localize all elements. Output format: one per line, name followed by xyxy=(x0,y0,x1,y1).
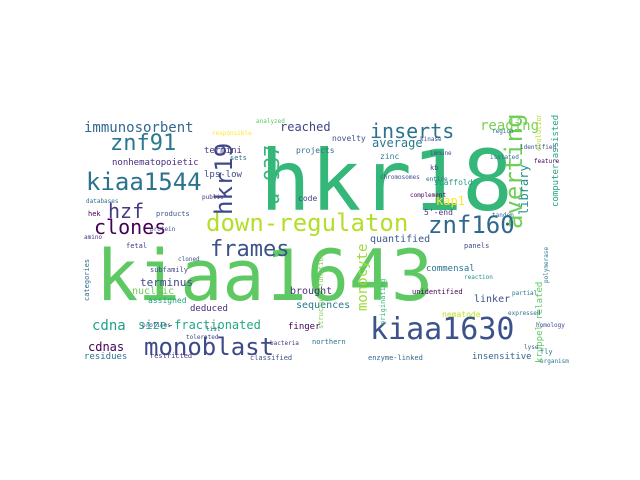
cloud-word: amino xyxy=(84,234,103,241)
cloud-word: hkr18 xyxy=(260,132,513,230)
cloud-word: kinase xyxy=(420,136,442,143)
cloud-word: termini xyxy=(204,146,242,156)
cloud-word: finger xyxy=(288,322,321,332)
cloud-word: identified xyxy=(520,144,557,151)
cloud-word: protein xyxy=(150,226,176,233)
cloud-word: fly xyxy=(540,348,553,356)
cloud-word: profiles xyxy=(142,322,171,329)
cloud-word: znf160 xyxy=(428,211,515,239)
cloud-word: entire xyxy=(426,176,448,183)
cloud-word: tolerated xyxy=(186,334,219,341)
cloud-word: sets xyxy=(230,154,247,162)
cloud-word: inserts xyxy=(370,119,455,143)
cloud-word: size-fractionated xyxy=(138,318,261,332)
cloud-word: deduced xyxy=(190,304,228,314)
cloud-word: immune xyxy=(430,150,452,157)
cloud-word: frames xyxy=(210,237,290,262)
cloud-word: clones xyxy=(94,215,167,239)
cloud-word: reaction xyxy=(464,274,493,281)
cloud-word: residues xyxy=(84,352,128,362)
cloud-word: novelty xyxy=(332,134,366,143)
cloud-word: reading xyxy=(480,118,540,134)
cloud-word: expressed xyxy=(508,310,541,317)
cloud-word: kiaa1544 xyxy=(86,168,202,196)
cloud-word: assigned xyxy=(148,296,187,305)
cloud-word: fetal xyxy=(126,242,148,250)
cloud-word: products xyxy=(156,210,190,218)
cloud-word: linker xyxy=(474,294,511,305)
cloud-word: u-937 xyxy=(260,144,284,205)
cloud-word: evolutionarily xyxy=(535,115,543,151)
cloud-word: kap1 xyxy=(436,194,465,208)
cloud-word: lps-low xyxy=(204,170,242,180)
cloud-word: isolated xyxy=(490,154,519,161)
cloud-word: polymerase xyxy=(543,246,550,283)
cloud-word: brought xyxy=(290,286,333,297)
cloud-word: hzf xyxy=(108,199,145,223)
cloud-word: chromosomes xyxy=(380,174,420,181)
cloud-word: monoblast xyxy=(144,333,275,361)
cloud-word: nucleic xyxy=(132,286,175,297)
cloud-word: homology xyxy=(536,322,565,329)
cloud-word: categories xyxy=(83,258,91,301)
word-cloud: kiaa1643 hkr18 kiaa1630 down-regulaton m… xyxy=(80,115,570,365)
cloud-word: bacteria xyxy=(270,340,299,347)
cloud-word: analyzed xyxy=(256,118,285,125)
cloud-word: panels xyxy=(464,242,490,250)
cloud-word: originating xyxy=(379,278,387,325)
cloud-word: down-regulaton xyxy=(206,209,409,237)
cloud-word: kb xyxy=(430,164,439,172)
cloud-word: sequences xyxy=(296,300,351,311)
cloud-word: hek xyxy=(88,210,101,218)
cloud-word: average xyxy=(372,136,423,150)
cloud-word: reached xyxy=(280,120,331,134)
cloud-word: cloned xyxy=(178,256,200,263)
cloud-word: feature xyxy=(534,158,560,165)
cloud-word: znf91 xyxy=(110,131,177,156)
cloud-word: zinc xyxy=(380,152,400,161)
cloud-word: nematode xyxy=(442,310,481,319)
cloud-word: tandem xyxy=(492,212,514,219)
cloud-word: public xyxy=(202,194,224,201)
cloud-word: projects xyxy=(296,146,335,155)
cloud-word: unidentified xyxy=(412,288,463,296)
cloud-word: kiaa1630 xyxy=(370,312,515,347)
cloud-word: databases xyxy=(86,198,119,205)
cloud-word: commensal xyxy=(426,264,475,274)
cloud-word: lyse xyxy=(524,344,539,351)
cloud-word: kiaa1643 xyxy=(96,235,434,317)
cloud-word: 5'-end xyxy=(424,208,453,217)
cloud-word: enzyme-linked xyxy=(368,354,423,362)
cloud-word: organism xyxy=(540,358,569,365)
cloud-word: partial xyxy=(512,290,538,297)
cloud-word: insensitive xyxy=(472,352,532,362)
cloud-word: library xyxy=(517,164,531,215)
cloud-word: region xyxy=(492,128,514,135)
cloud-word: restricted xyxy=(150,352,193,360)
cloud-word: terminus xyxy=(140,276,193,289)
cloud-word: responsible xyxy=(212,130,252,137)
cloud-word: cdna xyxy=(92,318,126,334)
cloud-word: monocyte xyxy=(355,243,371,311)
cloud-word: subfamily xyxy=(150,266,188,274)
cloud-word: code xyxy=(298,194,318,203)
cloud-word: northern xyxy=(312,338,346,346)
cloud-word: scaffold xyxy=(434,178,473,187)
cloud-word: nonhematopoietic xyxy=(112,158,199,168)
cloud-word: classified xyxy=(250,354,293,362)
cloud-word: list xyxy=(206,326,221,333)
cloud-word: structure/function xyxy=(317,253,325,329)
cloud-word: cdnas xyxy=(88,340,125,354)
cloud-word: immunosorbent xyxy=(84,120,194,136)
cloud-word: quantified xyxy=(370,234,431,245)
cloud-word: complement xyxy=(410,192,447,199)
